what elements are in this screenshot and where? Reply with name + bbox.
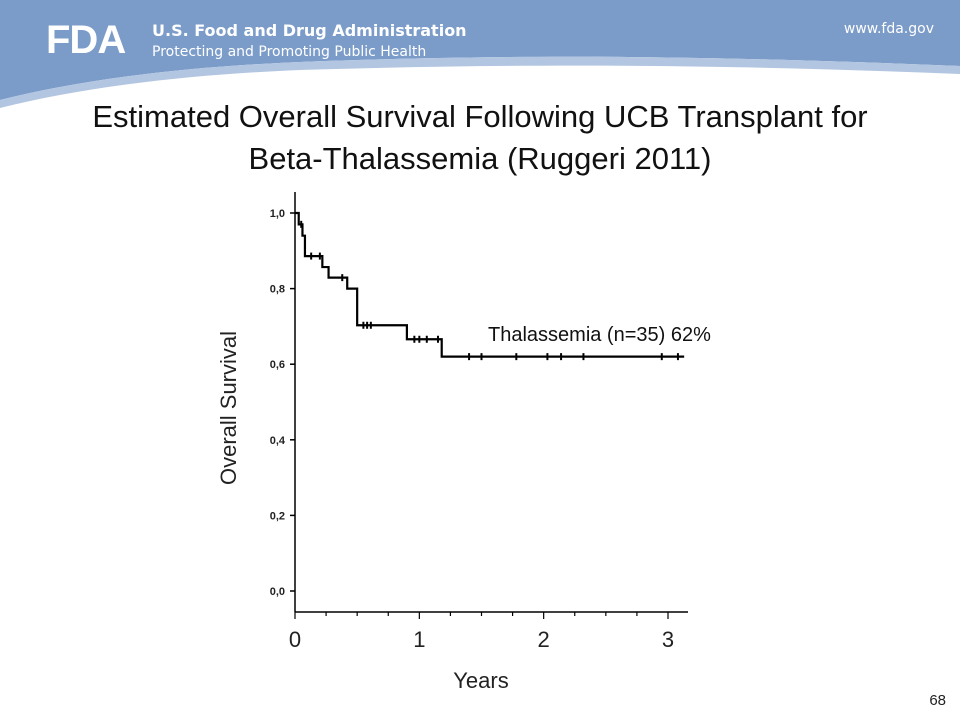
x-tick-label: 3 [662,627,674,652]
x-axis-label: Years [453,668,508,693]
slide-title: Estimated Overall Survival Following UCB… [0,96,960,180]
page-number: 68 [929,692,946,709]
y-tick-label: 0,6 [270,359,285,371]
banner-swoosh [0,56,960,108]
x-tick-label: 2 [538,627,550,652]
y-tick-label: 0,4 [270,435,286,447]
x-tick-label: 0 [289,627,301,652]
y-tick-label: 1,0 [270,208,285,220]
banner-shape [0,0,960,100]
series-label: Thalassemia (n=35) 62% [488,324,711,346]
y-tick-label: 0,0 [270,586,285,598]
survival-curve [295,211,685,358]
header-banner [0,0,960,108]
site-url[interactable]: www.fda.gov [843,21,934,37]
y-tick-label: 0,8 [270,284,285,296]
chart-series [295,211,685,361]
chart-ticks [290,212,669,619]
fda-logo: FDA [46,18,126,62]
slide-title-line-1: Estimated Overall Survival Following UCB… [92,99,868,134]
x-tick-label: 1 [413,627,425,652]
slide-title-line-2: Beta-Thalassemia (Ruggeri 2011) [248,141,712,176]
chart-axes [294,192,688,613]
org-name: U.S. Food and Drug Administration [152,21,467,40]
y-axis-label: Overall Survival [216,330,241,486]
y-tick-label: 0,2 [270,510,285,522]
org-tagline: Protecting and Promoting Public Health [152,44,427,60]
chart-labels: 0,0 0,2 0,4 0,6 0,8 1,0 0 1 2 3 Years Thalassemia (… [270,208,711,693]
